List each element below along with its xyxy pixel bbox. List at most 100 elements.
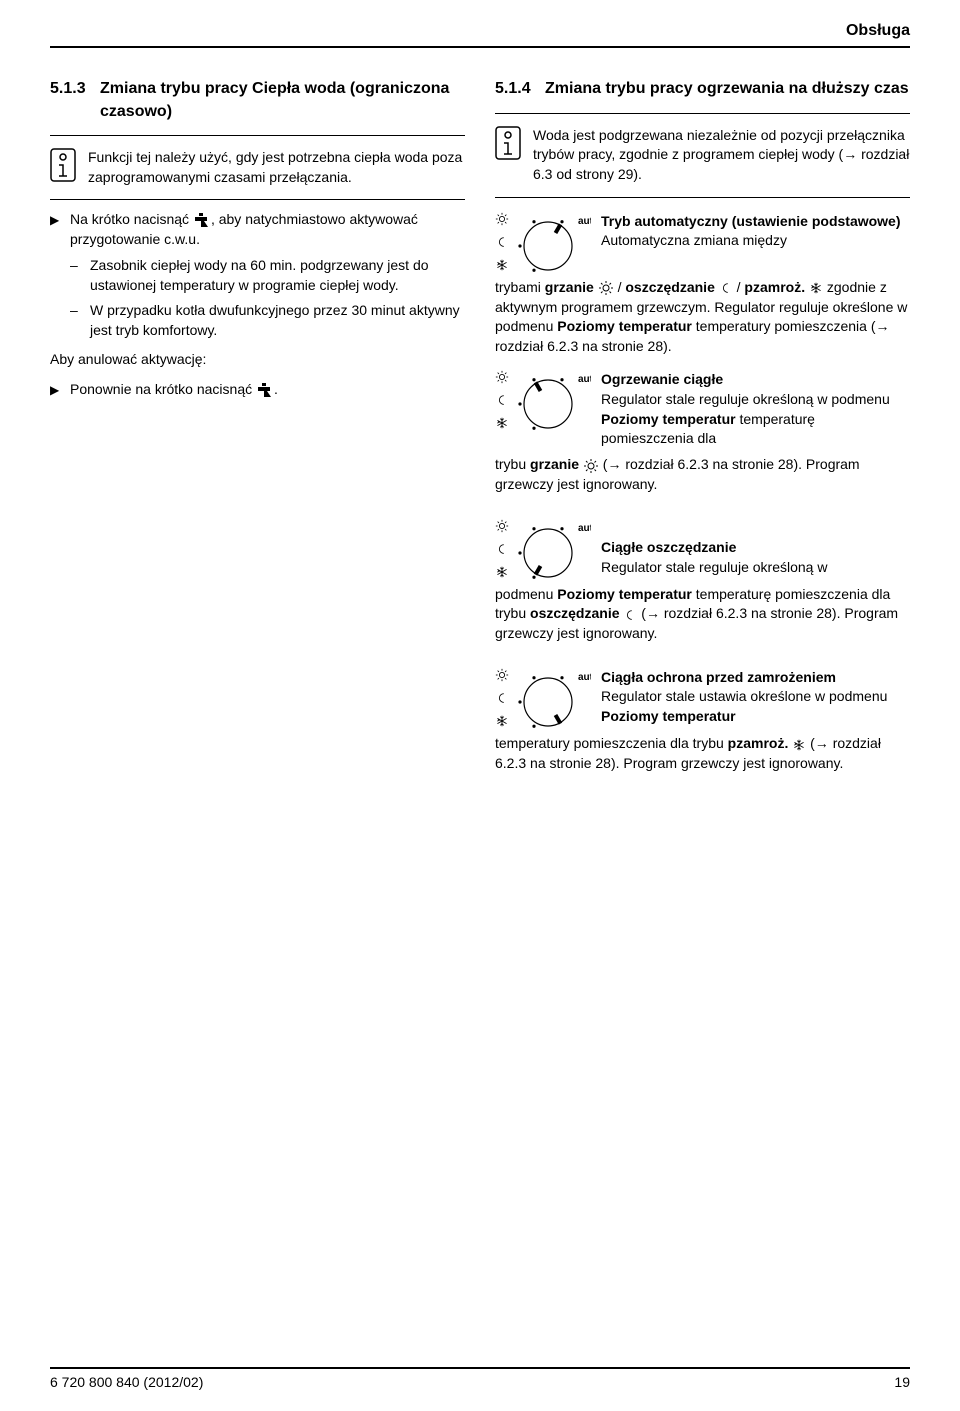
bold-text: Poziomy temperatur [557,318,692,334]
snow-icon [495,565,509,579]
sun-icon [495,370,509,384]
section-5-1-3-heading: 5.1.3 Zmiana trybu pracy Ciepła woda (og… [50,78,465,123]
svg-text:auto: auto [578,672,591,683]
info-note-right: Woda jest podgrzewana niezależnie od poz… [495,120,910,191]
sub-text: W przypadku kotła dwufunkcyjnego przez 3… [90,301,465,340]
heading-number: 5.1.3 [50,78,100,123]
cancel-heading: Aby anulować aktywację: [50,350,465,370]
svg-text:auto: auto [578,523,591,534]
bold-text: Poziomy temperatur [601,411,736,427]
mode-auto-text: Tryb automatyczny (ustawienie podstawowe… [601,212,910,272]
moon-icon [623,605,637,625]
sub-item-1: – Zasobnik ciepłej wody na 60 min. podgr… [70,256,465,295]
mode-line: Regulator stale ustawia określone w podm… [601,687,910,726]
moon-icon [495,393,509,407]
tap-icon [193,211,211,231]
mode-eco-block: auto Ciągłe oszczędzanie Regulator stale… [495,519,910,579]
sun-icon [495,668,509,682]
footer-page-number: 19 [894,1373,910,1393]
snow-icon [809,278,823,298]
info-text: Woda jest podgrzewana niezależnie od poz… [533,126,910,185]
heading-text: Zmiana trybu pracy ogrzewania na dłuższy… [545,78,910,100]
info-text: Funkcji tej należy użyć, gdy jest potrze… [88,148,465,187]
text-fragment: trybami [495,279,545,295]
mode-title: Ciągła ochrona przed zamrożeniem [601,668,910,688]
mode-auto-continuation: trybami grzanie / oszczędzanie / pzamroż… [495,278,910,357]
mode-line: Automatyczna zmiana między [601,231,910,251]
bold-text: grzanie [545,279,594,295]
mode-heat-block: auto Ogrzewanie ciągłe Regulator stale r… [495,370,910,448]
mode-frost-continuation: temperatury pomieszczenia dla trybu pzam… [495,734,910,774]
right-column: 5.1.4 Zmiana trybu pracy ogrzewania na d… [495,78,910,773]
dial-side-icons [495,668,509,728]
mode-auto-block: auto Tryb automatyczny (ustawienie podst… [495,212,910,272]
dial-icon: auto [513,519,591,579]
snow-icon [495,416,509,430]
bullet-marker: ▶ [50,210,64,250]
bold-text: oszczędzanie [530,605,619,621]
info-icon [50,148,78,184]
text-fragment: Na krótko nacisnąć [70,211,193,227]
page-header: Obsługa [50,20,910,48]
dial-side-icons [495,212,509,272]
dial-eco: auto [495,519,591,579]
mode-title: Ogrzewanie ciągłe [601,370,910,390]
bullet-activate: ▶ Na krótko nacisnąć , aby natychmiastow… [50,210,465,250]
text-fragment: podmenu [495,586,557,602]
snow-icon [495,258,509,272]
text-fragment: / [733,279,745,295]
dash-marker: – [70,256,82,295]
bullet-text: Na krótko nacisnąć , aby natychmiastowo … [70,210,465,250]
heading-number: 5.1.4 [495,78,545,100]
mode-line: Regulator stale reguluje określoną w pod… [601,390,910,449]
snow-icon [495,714,509,728]
bullet-cancel: ▶ Ponownie na krótko nacisnąć . [50,380,465,400]
text-fragment: Regulator stale ustawia określone w podm… [601,688,887,704]
text-fragment: Ponownie na krótko nacisnąć [70,381,256,397]
svg-text:auto: auto [578,374,591,385]
page-footer: 6 720 800 840 (2012/02) 19 [50,1367,910,1393]
mode-heat-continuation: trybu grzanie (→ rozdział 6.2.3 na stron… [495,455,910,495]
bold-text: Poziomy temperatur [601,708,736,724]
info-note-left: Funkcji tej należy użyć, gdy jest potrze… [50,142,465,193]
dial-heat: auto [495,370,591,448]
text-fragment: Regulator stale reguluje określoną w pod… [601,391,890,407]
sun-icon [598,278,614,298]
mode-title: Ciągłe oszczędzanie [601,538,910,558]
text-fragment: temperatury pomieszczenia dla trybu [495,735,728,751]
dash-marker: – [70,301,82,340]
moon-icon [495,235,509,249]
mode-heat-text: Ogrzewanie ciągłe Regulator stale regulu… [601,370,910,448]
bold-text: Poziomy temperatur [557,586,692,602]
mode-eco-text: Ciągłe oszczędzanie Regulator stale regu… [601,519,910,579]
sub-item-2: – W przypadku kotła dwufunkcyjnego przez… [70,301,465,340]
bold-text: grzanie [530,456,579,472]
sun-icon [495,519,509,533]
bold-text: pzamroż. [744,279,805,295]
mode-frost-block: auto Ciągła ochrona przed zamrożeniem Re… [495,668,910,728]
moon-icon [719,278,733,298]
heading-text: Zmiana trybu pracy Ciepła woda (ogranicz… [100,78,465,123]
dial-icon: auto [513,212,591,272]
dial-side-icons [495,519,509,579]
snow-icon [792,734,806,754]
info-icon [495,126,523,162]
bullet-text: Ponownie na krótko nacisnąć . [70,380,278,400]
sun-icon [583,455,599,475]
sun-icon [495,212,509,226]
bold-text: oszczędzanie [625,279,714,295]
footer-doc-id: 6 720 800 840 (2012/02) [50,1373,203,1393]
mode-frost-text: Ciągła ochrona przed zamrożeniem Regulat… [601,668,910,728]
dial-auto: auto [495,212,591,272]
mode-line: Regulator stale reguluje określoną w [601,558,910,578]
text-fragment: trybu [495,456,530,472]
moon-icon [495,691,509,705]
text-fragment: / [614,279,626,295]
dial-frost: auto [495,668,591,728]
bullet-marker: ▶ [50,380,64,400]
left-column: 5.1.3 Zmiana trybu pracy Ciepła woda (og… [50,78,465,773]
sub-text: Zasobnik ciepłej wody na 60 min. podgrze… [90,256,465,295]
mode-title: Tryb automatyczny (ustawienie podstawowe… [601,212,910,232]
dial-side-icons [495,370,509,430]
text-fragment: . [274,381,278,397]
